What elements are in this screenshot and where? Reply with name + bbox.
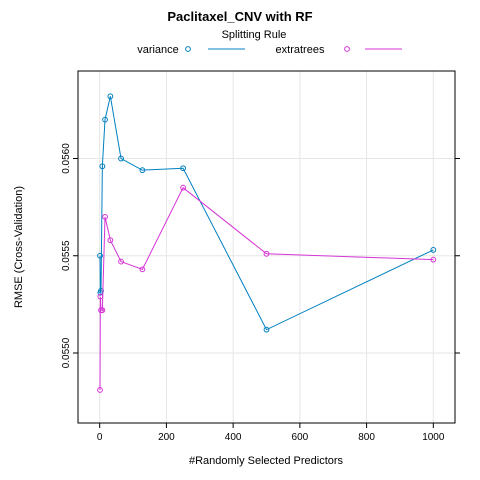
x-tick-label: 200 [158,432,175,443]
x-tick-label: 600 [292,432,309,443]
data-point-extratrees [107,237,114,244]
data-point-variance [102,116,108,123]
data-point-extratrees [102,213,108,220]
legend-label: extratrees [276,44,325,56]
data-point-variance [118,155,124,162]
legend-title: Splitting Rule [222,29,287,41]
data-point-variance [98,287,104,294]
data-point-extratrees [180,184,186,191]
data-point-extratrees [139,266,146,273]
plot-frame [77,70,456,424]
data-point-variance [107,93,114,100]
x-tick-label: 1000 [422,432,445,443]
axes: 0 200 400 600 800 1000 0.0550 0.0555 0.0560 [61,143,460,443]
legend-item-variance: variance [137,44,245,56]
grid [78,71,455,423]
legend-item-extratrees: extratrees [276,44,402,56]
series-layer [97,93,437,393]
data-point-variance [263,326,270,333]
data-point-extratrees [99,307,106,314]
data-point-variance [97,252,103,259]
legend-label: variance [137,44,179,56]
x-tick-label: 400 [225,432,242,443]
x-tick-label: 800 [358,432,375,443]
y-tick-label: 0.0555 [61,240,72,271]
x-tick-label: 0 [97,432,103,443]
series-line-variance [99,96,434,331]
data-point-variance [180,165,186,172]
y-tick-label: 0.0550 [61,337,72,368]
data-point-extratrees [97,293,104,300]
data-point-extratrees [118,258,124,265]
legend-marker [344,46,350,52]
series-line-extratrees [99,186,434,390]
data-point-extratrees [263,250,270,257]
data-point-extratrees [97,387,103,393]
y-axis-label: RMSE (Cross-Validation) [13,186,25,308]
data-point-variance [430,247,437,253]
legend: variance extratrees [137,44,402,56]
legend-marker [185,46,191,52]
data-point-extratrees [430,256,437,263]
y-tick-label: 0.0560 [61,143,72,174]
data-point-variance [99,163,106,170]
chart-title: Paclitaxel_CNV with RF [167,9,312,24]
data-point-variance [139,167,146,174]
x-axis-label: #Randomly Selected Predictors [189,455,344,467]
